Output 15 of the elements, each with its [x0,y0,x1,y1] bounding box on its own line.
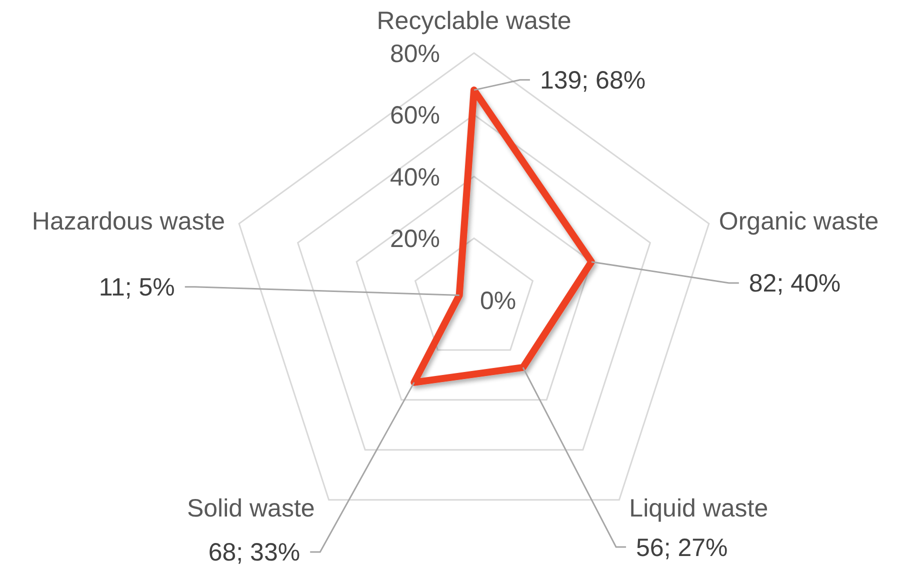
y-tick-label: 60% [390,102,440,130]
spoke-label: Organic waste [718,207,879,236]
y-tick-label: 80% [390,40,440,68]
y-tick-label: 0% [480,286,516,315]
data-label: 11; 5% [98,274,175,302]
spoke-label: Recyclable waste [376,6,572,35]
y-tick-label: 20% [390,225,440,253]
data-label: 139; 68% [540,66,646,95]
spoke-label: Liquid waste [629,494,768,523]
spoke-label: Solid waste [186,494,315,523]
data-label: 56; 27% [636,534,728,562]
spoke-label: Hazardous waste [32,207,226,236]
y-tick-label: 40% [390,163,440,192]
data-label: 82; 40% [748,270,841,298]
data-label: 68; 33% [208,538,300,567]
